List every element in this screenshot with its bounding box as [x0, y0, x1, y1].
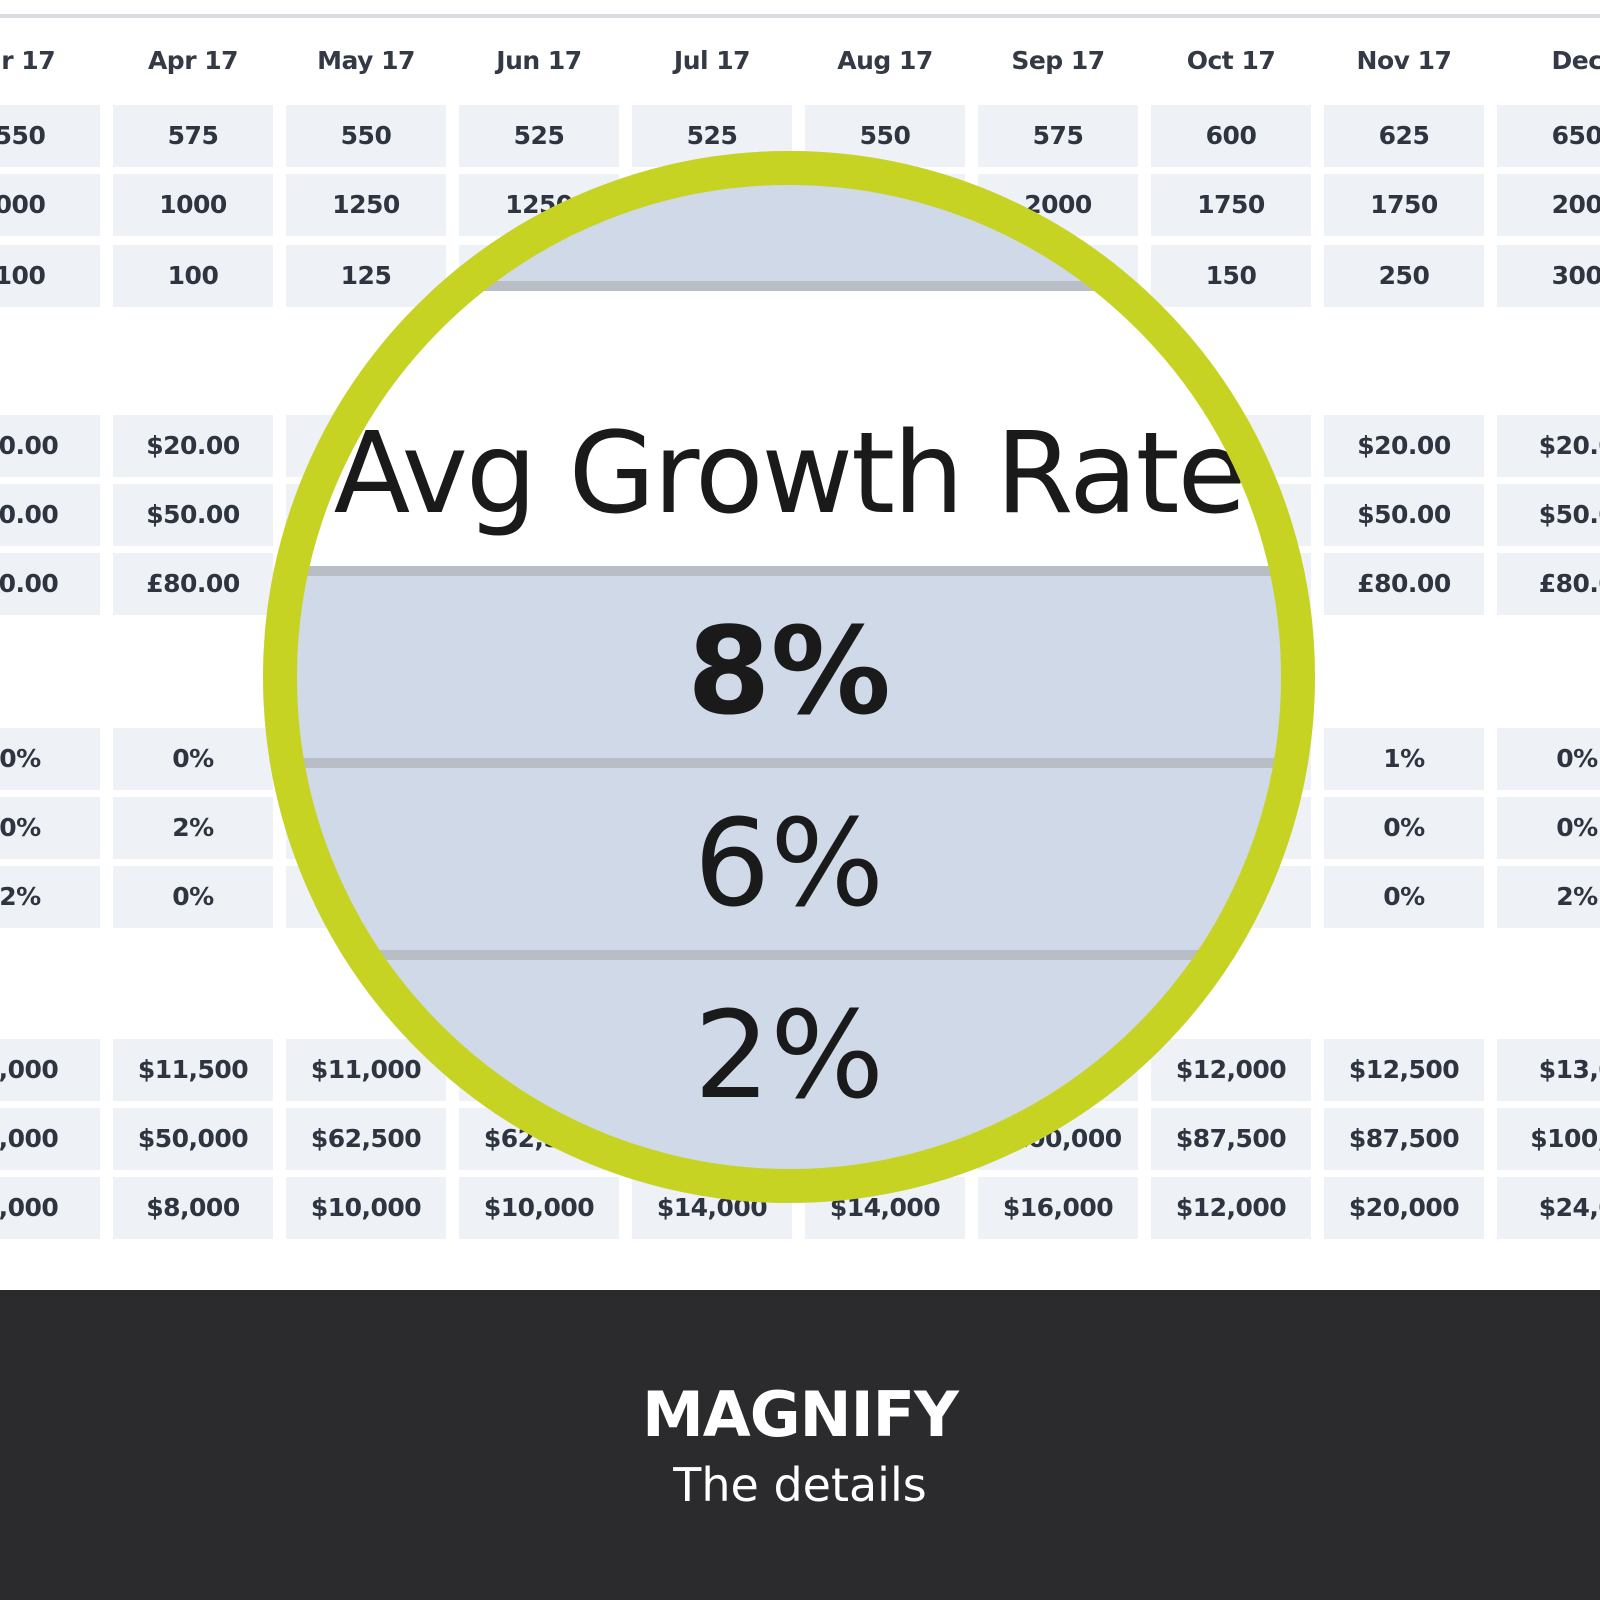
table-cell[interactable]: $11,500: [113, 1039, 273, 1101]
table-cell[interactable]: £80.00: [113, 553, 273, 615]
table-cell[interactable]: $10,000: [286, 1177, 446, 1239]
table-cell[interactable]: 4,000: [0, 1177, 100, 1239]
magnifier-lens: Avg Growth Rate 8% 6% 2%: [263, 151, 1315, 1203]
table-cell[interactable]: $100,0: [1497, 1108, 1600, 1170]
column-header[interactable]: Sep 17: [1011, 46, 1105, 75]
table-cell[interactable]: $50.0: [1497, 484, 1600, 546]
table-cell[interactable]: $13,0: [1497, 1039, 1600, 1101]
table-cell[interactable]: 0%: [1324, 797, 1484, 859]
table-cell[interactable]: 2%: [1497, 866, 1600, 928]
magnified-divider: [263, 950, 1315, 960]
column-header[interactable]: Jul 17: [673, 46, 751, 75]
caption-title: MAGNIFY: [642, 1378, 959, 1451]
growth-rate-value: 2%: [693, 987, 885, 1126]
table-cell[interactable]: 2%: [0, 866, 100, 928]
table-cell[interactable]: 0%: [0, 797, 100, 859]
table-cell[interactable]: 625: [1324, 105, 1484, 167]
table-cell[interactable]: $62,500: [286, 1108, 446, 1170]
table-cell[interactable]: $12,000: [1151, 1177, 1311, 1239]
growth-rate-value: 6%: [693, 795, 885, 934]
magnified-divider: [263, 566, 1315, 576]
table-cell[interactable]: $50.00: [113, 484, 273, 546]
magnified-divider: [263, 281, 1315, 291]
table-cell[interactable]: 1750: [1324, 174, 1484, 236]
table-cell[interactable]: 650: [1497, 105, 1600, 167]
magnified-cell-band: [263, 151, 1315, 281]
table-cell[interactable]: 100: [0, 245, 100, 307]
table-cell[interactable]: 1000: [113, 174, 273, 236]
table-cell[interactable]: 550: [0, 105, 100, 167]
table-cell[interactable]: 1%: [1324, 728, 1484, 790]
column-header[interactable]: Apr 17: [147, 46, 239, 75]
column-header[interactable]: Aug 17: [837, 46, 933, 75]
table-cell[interactable]: 300: [1497, 245, 1600, 307]
table-cell[interactable]: 100: [113, 245, 273, 307]
growth-rate-value: 8%: [687, 603, 891, 742]
caption-subtitle: The details: [673, 1458, 927, 1512]
table-cell[interactable]: $10,000: [459, 1177, 619, 1239]
table-cell[interactable]: 1,000: [0, 1039, 100, 1101]
column-header[interactable]: ar 17: [0, 46, 56, 75]
table-cell[interactable]: 0%: [1324, 866, 1484, 928]
magnified-header-area: [263, 291, 1315, 573]
table-cell[interactable]: $24,0: [1497, 1177, 1600, 1239]
table-cell[interactable]: $20,000: [1324, 1177, 1484, 1239]
avg-growth-rate-heading: Avg Growth Rate: [333, 409, 1247, 539]
column-header[interactable]: May 17: [317, 46, 415, 75]
table-cell[interactable]: 000: [0, 174, 100, 236]
table-cell[interactable]: $20.0: [1497, 415, 1600, 477]
table-cell[interactable]: 2%: [113, 797, 273, 859]
column-header[interactable]: Dec: [1551, 46, 1600, 75]
magnified-divider: [263, 758, 1315, 768]
table-cell[interactable]: $20.00: [113, 415, 273, 477]
table-cell[interactable]: 575: [113, 105, 273, 167]
caption-banner: MAGNIFY The details: [0, 1290, 1600, 1600]
table-cell[interactable]: 0%: [1497, 797, 1600, 859]
table-cell[interactable]: $8,000: [113, 1177, 273, 1239]
table-cell[interactable]: 0%: [113, 728, 273, 790]
column-header[interactable]: Jun 17: [496, 46, 582, 75]
table-cell[interactable]: $87,500: [1324, 1108, 1484, 1170]
top-divider: [0, 14, 1600, 18]
table-cell[interactable]: 20.00: [0, 415, 100, 477]
table-cell[interactable]: $12,500: [1324, 1039, 1484, 1101]
table-cell[interactable]: 50.00: [0, 484, 100, 546]
table-cell[interactable]: 0,000: [0, 1108, 100, 1170]
table-cell[interactable]: £80.0: [1497, 553, 1600, 615]
table-cell[interactable]: 0%: [0, 728, 100, 790]
column-header[interactable]: Oct 17: [1186, 46, 1276, 75]
table-cell[interactable]: $20.00: [1324, 415, 1484, 477]
table-cell[interactable]: 200: [1497, 174, 1600, 236]
table-cell[interactable]: 80.00: [0, 553, 100, 615]
table-cell[interactable]: 250: [1324, 245, 1484, 307]
table-cell[interactable]: $50.00: [1324, 484, 1484, 546]
table-cell[interactable]: 0%: [113, 866, 273, 928]
table-cell[interactable]: £80.00: [1324, 553, 1484, 615]
table-cell[interactable]: $50,000: [113, 1108, 273, 1170]
table-cell[interactable]: $16,000: [978, 1177, 1138, 1239]
table-cell[interactable]: 0%: [1497, 728, 1600, 790]
column-header[interactable]: Nov 17: [1356, 46, 1452, 75]
